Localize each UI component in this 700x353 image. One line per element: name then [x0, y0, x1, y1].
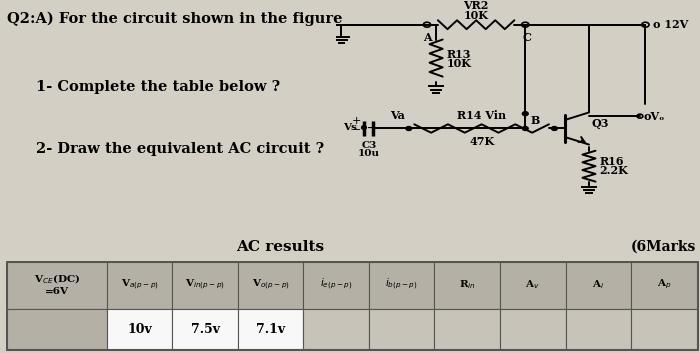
Bar	[238, 309, 304, 349]
Text: B: B	[531, 115, 540, 126]
Bar	[304, 309, 369, 349]
Text: 10K: 10K	[447, 58, 471, 68]
Text: R13: R13	[447, 49, 471, 60]
Bar	[369, 309, 435, 349]
Text: C3: C3	[361, 141, 377, 150]
Text: R14 Vin: R14 Vin	[457, 110, 506, 121]
Text: 1- Complete the table below ?: 1- Complete the table below ?	[36, 80, 281, 94]
Bar	[500, 309, 566, 349]
Bar	[7, 309, 107, 349]
Bar	[631, 262, 696, 309]
Bar	[304, 262, 369, 309]
Bar	[566, 309, 631, 349]
Text: V$_{in(p-p)}$: V$_{in(p-p)}$	[186, 277, 225, 292]
Text: 7.5v: 7.5v	[190, 323, 220, 336]
Text: C: C	[523, 32, 531, 43]
Text: 10u: 10u	[358, 149, 380, 158]
Text: (6Marks: (6Marks	[631, 240, 696, 254]
Bar	[107, 262, 172, 309]
Bar	[435, 262, 500, 309]
Text: R16: R16	[599, 156, 624, 167]
Text: AC results: AC results	[236, 240, 324, 254]
Text: 10K: 10K	[463, 10, 489, 21]
Text: 2.2K: 2.2K	[599, 165, 628, 176]
Text: A$_{i}$: A$_{i}$	[592, 278, 604, 291]
Text: 10v: 10v	[127, 323, 152, 336]
Bar	[172, 262, 238, 309]
Text: V$_{CE}$(DC)
=6V: V$_{CE}$(DC) =6V	[34, 273, 80, 297]
Bar	[631, 309, 696, 349]
Text: A$_{p}$: A$_{p}$	[657, 278, 671, 291]
Text: V$_{o(p-p)}$: V$_{o(p-p)}$	[252, 277, 290, 292]
Text: $i$$_{b(p-p)}$: $i$$_{b(p-p)}$	[386, 277, 418, 292]
Bar	[7, 262, 107, 309]
Text: Vs o—: Vs o—	[343, 123, 378, 132]
Text: A$_{v}$: A$_{v}$	[526, 278, 540, 291]
Text: o 12V: o 12V	[652, 19, 688, 30]
Text: R$_{in}$: R$_{in}$	[458, 278, 476, 291]
Circle shape	[552, 126, 557, 131]
Text: VR2: VR2	[463, 0, 489, 11]
Bar	[500, 262, 566, 309]
Text: 7.1v: 7.1v	[256, 323, 286, 336]
Circle shape	[406, 126, 412, 131]
Bar	[238, 262, 304, 309]
Bar	[172, 309, 238, 349]
Text: +: +	[352, 116, 361, 126]
Bar	[435, 309, 500, 349]
Text: $i$$_{e(p-p)}$: $i$$_{e(p-p)}$	[320, 277, 353, 292]
Text: A: A	[423, 32, 431, 43]
Bar	[107, 309, 172, 349]
Text: oVₒ: oVₒ	[643, 110, 665, 122]
Circle shape	[522, 112, 528, 116]
Text: V$_{a(p-p)}$: V$_{a(p-p)}$	[121, 277, 159, 292]
Bar	[566, 262, 631, 309]
Text: Q2:A) For the circuit shown in the figure: Q2:A) For the circuit shown in the figur…	[7, 11, 343, 26]
Text: 2- Draw the equivalent AC circuit ?: 2- Draw the equivalent AC circuit ?	[36, 142, 325, 156]
Text: Va: Va	[391, 110, 405, 121]
Text: Q3: Q3	[592, 118, 609, 129]
Text: 47K: 47K	[469, 136, 494, 147]
Bar	[369, 262, 435, 309]
Circle shape	[522, 126, 528, 131]
Text: −: −	[352, 125, 361, 135]
